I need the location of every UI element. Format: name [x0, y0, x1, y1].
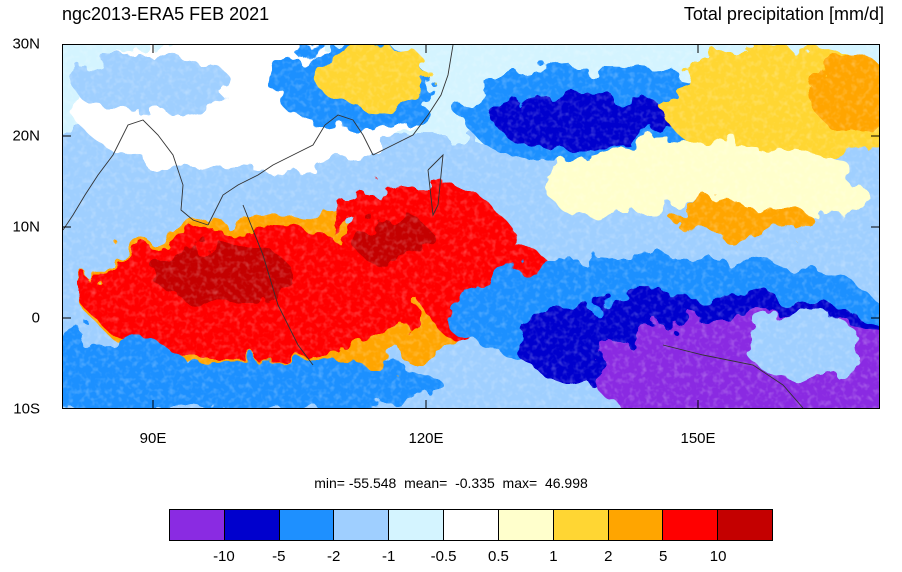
coastlines	[63, 45, 804, 408]
colorbar-segment	[170, 510, 225, 540]
lon-label-150e: 150E	[680, 430, 716, 447]
map-canvas	[63, 45, 879, 408]
colorbar-segment	[553, 510, 609, 540]
precipitation-map	[62, 44, 880, 409]
colorbar-tick-label: 10	[709, 548, 727, 565]
plot-title-left: ngc2013-ERA5 FEB 2021	[62, 4, 270, 24]
colorbar-segment	[498, 510, 554, 540]
colorbar-tick-label: -10	[213, 548, 235, 565]
colorbar-segment	[224, 510, 280, 540]
colorbar-segment	[718, 510, 772, 540]
colorbar-tick-label: 0.5	[488, 548, 509, 565]
colorbar-tick-label: -0.5	[430, 548, 457, 565]
lat-label-eq: 0	[31, 309, 40, 327]
colorbar-segment	[608, 510, 664, 540]
colorbar-segment	[334, 510, 390, 540]
axis-ticks	[63, 45, 879, 408]
colorbar	[169, 509, 773, 541]
stats-line: min= -55.548 mean= -0.335 max= 46.998	[314, 475, 588, 491]
colorbar-segment	[279, 510, 335, 540]
colorbar-tick-label: -5	[272, 548, 286, 565]
lon-label-120e: 120E	[408, 430, 444, 447]
colorbar-segment	[663, 510, 719, 540]
colorbar-tick-label: 1	[549, 548, 558, 565]
lat-label-10s: 10S	[13, 400, 40, 418]
colorbar-tick-label: -1	[381, 548, 396, 565]
plot-title-right: Total precipitation [mm/d]	[683, 4, 884, 24]
colorbar-segment	[389, 510, 445, 540]
lon-label-90e: 90E	[139, 430, 167, 447]
colorbar-tick-label: 2	[604, 548, 613, 565]
lat-label-10n: 10N	[12, 218, 40, 236]
colorbar-tick-label: -2	[327, 548, 341, 565]
lat-label-30n: 30N	[12, 35, 40, 53]
lat-label-20n: 20N	[12, 127, 40, 145]
colorbar-segment	[444, 510, 499, 540]
colorbar-tick-label: 5	[659, 548, 668, 565]
